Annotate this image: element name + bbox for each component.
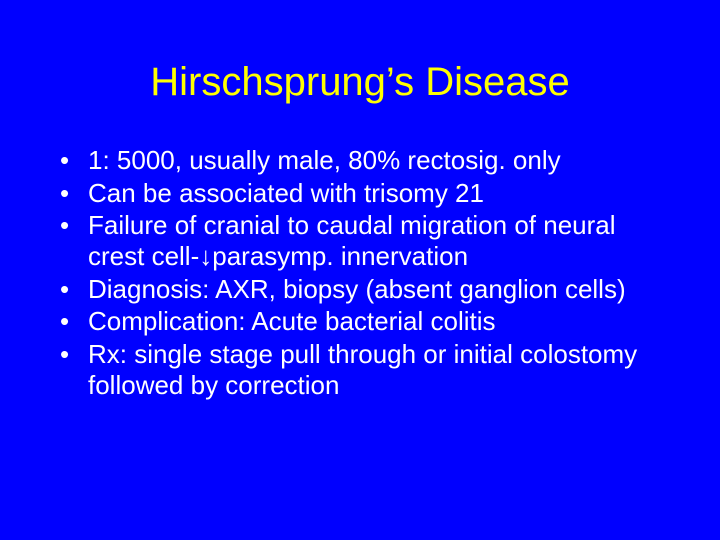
list-item: Can be associated with trisomy 21 [60, 178, 670, 209]
list-item: Complication: Acute bacterial colitis [60, 306, 670, 337]
slide-title: Hirschsprung’s Disease [50, 60, 670, 105]
slide: Hirschsprung’s Disease 1: 5000, usually … [0, 0, 720, 540]
list-item: Failure of cranial to caudal migration o… [60, 210, 670, 271]
list-item: Rx: single stage pull through or initial… [60, 339, 670, 400]
list-item: Diagnosis: AXR, biopsy (absent ganglion … [60, 274, 670, 305]
list-item: 1: 5000, usually male, 80% rectosig. onl… [60, 145, 670, 176]
bullet-list: 1: 5000, usually male, 80% rectosig. onl… [60, 145, 670, 400]
